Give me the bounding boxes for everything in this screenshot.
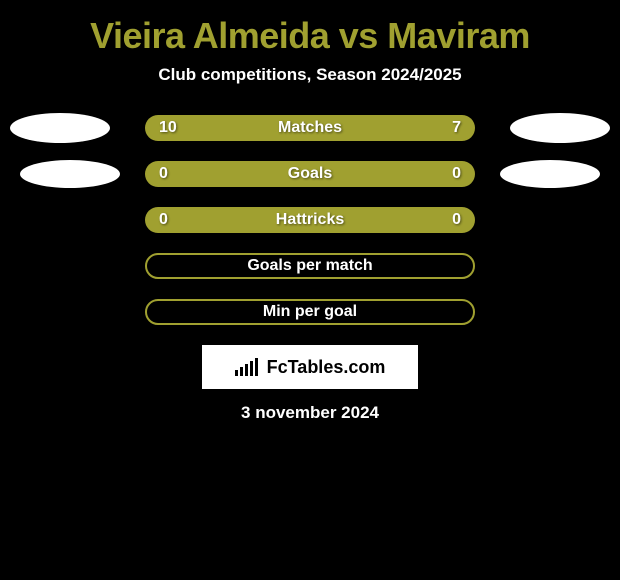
stat-bar-min-per-goal: Min per goal	[145, 299, 475, 325]
stat-row-matches: 10 Matches 7	[0, 115, 620, 141]
stat-bar-matches: 10 Matches 7	[145, 115, 475, 141]
stat-label: Min per goal	[161, 303, 459, 321]
stat-value-right: 7	[452, 119, 461, 137]
logo-bar	[240, 367, 243, 376]
stat-value-left: 10	[159, 119, 177, 137]
stat-value-right: 0	[452, 165, 461, 183]
stat-row-hattricks: 0 Hattricks 0	[0, 207, 620, 233]
stat-value-left: 0	[159, 165, 168, 183]
stats-section: 10 Matches 7 0 Goals 0 0 Hattricks 0	[0, 115, 620, 325]
stat-row-goals: 0 Goals 0	[0, 161, 620, 187]
logo-bar	[245, 364, 248, 376]
logo-text: FcTables.com	[267, 357, 386, 378]
player-avatar-left	[10, 113, 110, 143]
stat-bar-goals: 0 Goals 0	[145, 161, 475, 187]
stat-value-left: 0	[159, 211, 168, 229]
logo-box: FcTables.com	[202, 345, 418, 389]
player-avatar-left	[20, 160, 120, 188]
chart-icon	[235, 356, 263, 378]
comparison-container: Vieira Almeida vs Maviram Club competiti…	[0, 0, 620, 433]
stat-bar-goals-per-match: Goals per match	[145, 253, 475, 279]
logo-content: FcTables.com	[235, 356, 386, 378]
stat-value-right: 0	[452, 211, 461, 229]
page-title: Vieira Almeida vs Maviram	[90, 15, 530, 57]
stat-bar-hattricks: 0 Hattricks 0	[145, 207, 475, 233]
logo-bar	[250, 361, 253, 376]
stat-label: Goals	[288, 165, 332, 183]
stat-label: Hattricks	[276, 211, 344, 229]
stat-row-min-per-goal: Min per goal	[0, 299, 620, 325]
logo-bar	[255, 358, 258, 376]
logo-bar	[235, 370, 238, 376]
stat-row-goals-per-match: Goals per match	[0, 253, 620, 279]
date-label: 3 november 2024	[241, 403, 379, 423]
season-subtitle: Club competitions, Season 2024/2025	[158, 65, 461, 85]
player-avatar-right	[510, 113, 610, 143]
player-avatar-right	[500, 160, 600, 188]
stat-label: Matches	[278, 119, 342, 137]
stat-label: Goals per match	[161, 257, 459, 275]
